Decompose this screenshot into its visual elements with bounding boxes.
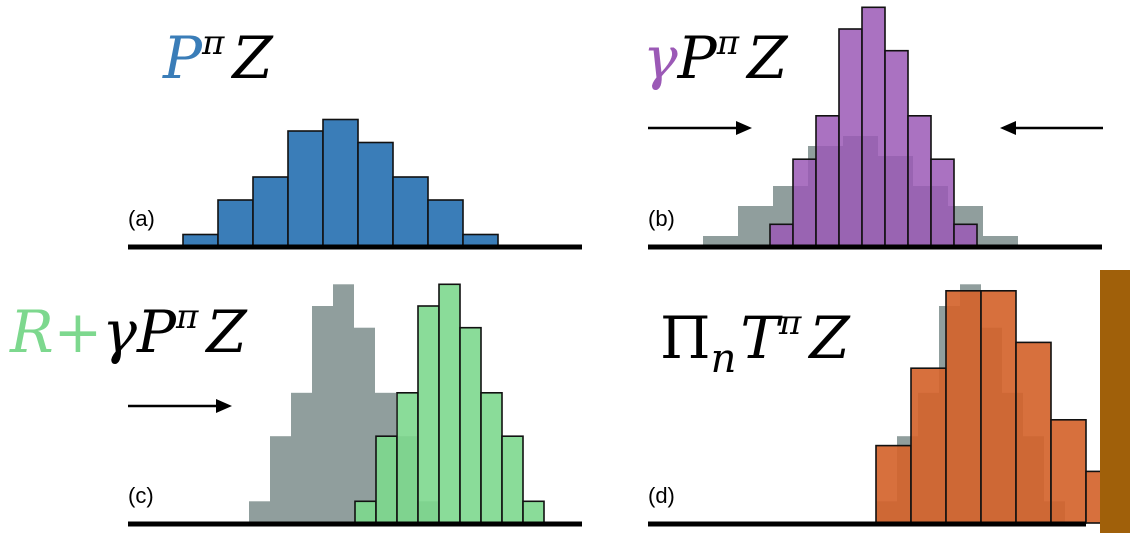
panel-c-gray-bin-3 bbox=[291, 392, 312, 523]
panel-b-purple-histogram bbox=[769, 6, 978, 247]
panel-a-bin-6 bbox=[357, 141, 394, 247]
panel-d-orange-histogram bbox=[875, 289, 1122, 524]
panel-c-green-bin-3 bbox=[396, 391, 419, 524]
panel-a-bin-8 bbox=[427, 199, 464, 247]
panel-d-boundary-bar bbox=[1100, 270, 1130, 533]
panel-a-histogram bbox=[182, 118, 499, 247]
panel-a-bin-1 bbox=[182, 233, 219, 247]
panel-b-purple-bin-4 bbox=[838, 28, 863, 247]
panel-b-purple-bin-1 bbox=[769, 223, 794, 247]
panel-c: R+γPπ Z (c) bbox=[9, 283, 582, 527]
panel-c-green-bin-1 bbox=[354, 500, 377, 524]
panel-a-bin-4 bbox=[287, 130, 324, 247]
panel-c-green-bin-4 bbox=[417, 305, 440, 524]
panel-b-purple-bin-2 bbox=[792, 158, 817, 247]
panel-b-purple-bin-5 bbox=[861, 6, 886, 247]
panel-a-bin-2 bbox=[217, 199, 254, 247]
panel-c-formula-tail: Z bbox=[204, 298, 248, 366]
panel-b-purple-bin-6 bbox=[884, 49, 909, 247]
panel-c-green-bin-6 bbox=[459, 326, 482, 524]
panel-b-formula-main: P bbox=[677, 24, 718, 92]
panel-a-formula-main: P bbox=[162, 24, 203, 92]
panel-c-label: (c) bbox=[128, 483, 154, 508]
panel-b-left-arrow bbox=[1000, 121, 1103, 135]
panel-a-bin-3 bbox=[252, 176, 289, 247]
panel-c-green-bin-7 bbox=[480, 391, 503, 524]
panel-a-formula-sup: π bbox=[201, 23, 225, 63]
panel-a-formula: Pπ Z bbox=[162, 23, 274, 92]
panel-c-formula-main: γP bbox=[102, 298, 177, 366]
panel-c-green-histogram bbox=[354, 283, 545, 524]
panel-b: γPπ Z (b) bbox=[643, 6, 1103, 250]
panel-c-gray-bin-1 bbox=[249, 501, 270, 523]
panel-b-right-arrow bbox=[648, 121, 752, 135]
panel-d-formula: ΠnTπ Z bbox=[660, 303, 851, 382]
panel-c-green-bin-9 bbox=[522, 500, 545, 524]
panel-d: ΠnTπ Z (d) bbox=[648, 270, 1130, 533]
panel-d-formula-end: Z bbox=[807, 304, 851, 372]
panel-d-orange-bin-6 bbox=[1050, 418, 1087, 524]
panel-d-orange-bin-3 bbox=[945, 289, 982, 524]
panel-b-purple-bin-3 bbox=[815, 115, 840, 247]
panel-d-formula-sub: n bbox=[711, 336, 737, 382]
panel-c-gray-bin-6 bbox=[354, 327, 375, 523]
panel-c-green-bin-5 bbox=[438, 283, 461, 524]
panel-a-bin-9 bbox=[462, 233, 499, 247]
panel-c-formula-prefix: R+ bbox=[9, 298, 102, 366]
panel-b-formula-sup: π bbox=[716, 23, 740, 63]
panel-c-formula: R+γPπ Z bbox=[9, 297, 248, 366]
panel-c-right-arrow bbox=[128, 399, 232, 413]
panel-d-orange-bin-5 bbox=[1015, 341, 1052, 524]
panel-d-formula-sup: π bbox=[778, 303, 802, 343]
panel-b-purple-bin-9 bbox=[953, 223, 978, 247]
panel-d-label: (d) bbox=[648, 483, 675, 508]
panel-a-formula-tail: Z bbox=[230, 24, 274, 92]
panel-c-gray-bin-5 bbox=[333, 284, 354, 523]
panel-b-gray-bin-2 bbox=[738, 206, 773, 246]
panel-d-formula-tail: T bbox=[740, 304, 783, 372]
panel-c-green-bin-8 bbox=[501, 435, 524, 524]
panel-d-orange-bin-2 bbox=[910, 367, 947, 524]
panel-b-gray-bin-9 bbox=[983, 236, 1018, 246]
panel-b-gray-bin-1 bbox=[703, 236, 738, 246]
panel-c-green-bin-2 bbox=[375, 435, 398, 524]
panel-b-formula-prefix: γ bbox=[643, 24, 678, 92]
panel-d-orange-bin-1 bbox=[875, 444, 912, 524]
panel-a-label: (a) bbox=[128, 206, 155, 231]
panel-b-formula-tail: Z bbox=[745, 24, 789, 92]
panel-d-formula-main: Π bbox=[660, 304, 711, 372]
panel-a-bin-5 bbox=[322, 118, 359, 247]
panel-c-gray-bin-4 bbox=[312, 306, 333, 523]
panel-d-orange-bin-4 bbox=[980, 289, 1017, 524]
panel-b-purple-bin-8 bbox=[930, 158, 955, 247]
panel-c-gray-bin-2 bbox=[270, 436, 291, 523]
panel-b-purple-bin-7 bbox=[907, 115, 932, 247]
panel-a: Pπ Z (a) bbox=[128, 23, 582, 250]
panel-c-formula-sup: π bbox=[175, 297, 199, 337]
panel-b-label: (b) bbox=[648, 206, 675, 231]
panel-b-formula: γPπ Z bbox=[643, 23, 789, 92]
panel-a-bin-7 bbox=[392, 176, 429, 247]
